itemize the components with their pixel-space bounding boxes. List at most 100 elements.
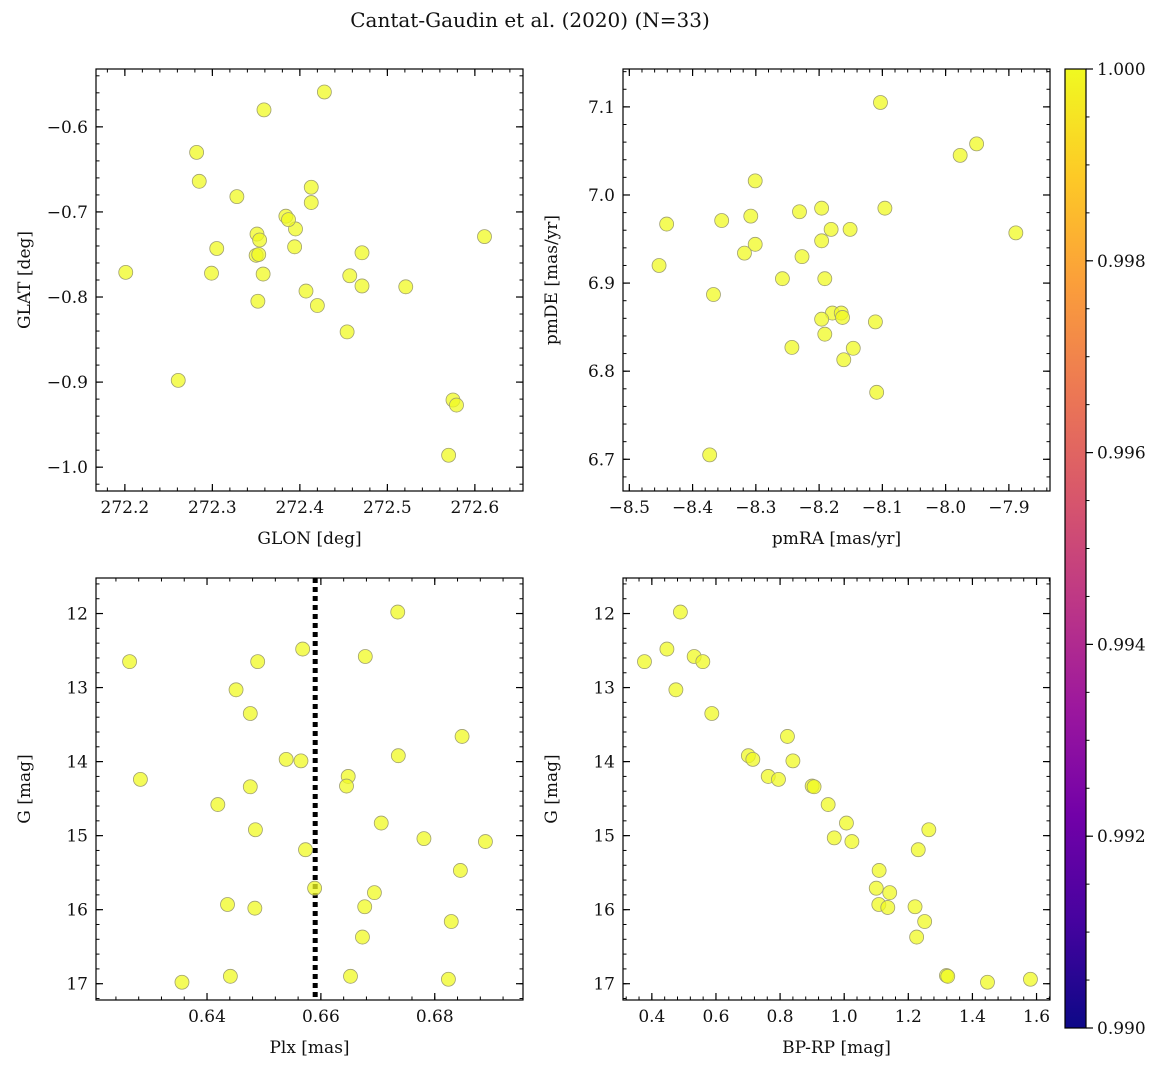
y-tick-label: −0.6 <box>47 118 88 138</box>
colorbar-gradient <box>1065 69 1086 1028</box>
data-point <box>303 179 319 195</box>
data-point <box>191 173 207 189</box>
data-point <box>836 352 852 368</box>
data-point <box>869 384 885 400</box>
data-point <box>917 914 933 929</box>
panel-bprp-g-frame <box>622 577 1051 1001</box>
data-point <box>209 241 225 256</box>
data-point <box>242 706 258 721</box>
data-point <box>835 310 850 325</box>
x-tick-label: 0.6 <box>702 1007 729 1027</box>
colorbar-tick-label: 0.996 <box>1097 444 1146 464</box>
data-point <box>814 233 830 249</box>
data-point <box>298 283 314 299</box>
data-point <box>969 136 985 152</box>
data-point <box>877 200 893 216</box>
y-tick-label: 16 <box>66 901 88 921</box>
x-tick-label: 0.8 <box>767 1007 794 1027</box>
data-point <box>659 641 675 657</box>
colorbar: 0.990 0.992 0.994 0.996 0.998 1.000 <box>1064 60 1146 1039</box>
panel-plx-g: 0.64 0.66 0.68 12 13 14 15 16 17 Plx [mas] G [ma… <box>15 577 524 1058</box>
panel-plx-g-xlabel: Plx [mas] <box>269 1038 349 1058</box>
data-point <box>303 195 319 210</box>
x-tick-label: 272.4 <box>276 498 325 518</box>
data-point <box>390 748 406 764</box>
data-point <box>868 314 883 330</box>
data-point <box>295 641 311 657</box>
panel-glon-glat-xlabel: GLON [deg] <box>257 529 361 549</box>
data-point <box>785 753 801 769</box>
data-point <box>367 885 382 901</box>
data-point <box>695 654 711 670</box>
x-tick-label: 272.5 <box>363 498 412 518</box>
colorbar-tick-label: 0.990 <box>1097 1019 1146 1039</box>
x-tick-label: 1.2 <box>895 1007 922 1027</box>
data-point <box>398 279 414 295</box>
data-point <box>309 298 325 313</box>
colorbar-tick-label: 0.998 <box>1097 252 1146 272</box>
data-point <box>868 880 884 896</box>
panel-glon-glat-ylabel: GLAT [deg] <box>15 231 35 329</box>
panel-pmra-pmde-frame <box>622 68 1051 492</box>
data-point <box>342 268 358 284</box>
data-point <box>706 287 721 302</box>
y-tick-label: 14 <box>66 753 88 773</box>
data-point <box>909 929 925 945</box>
panel-pmra-pmde-points <box>651 95 1024 463</box>
data-point <box>704 706 720 721</box>
data-point <box>775 271 790 287</box>
data-point <box>910 842 926 858</box>
data-point <box>251 247 267 262</box>
data-point <box>477 229 492 245</box>
x-tick-label: −7.9 <box>988 498 1029 518</box>
panel-plx-g-ylabel: G [mag] <box>15 754 35 823</box>
panel-glon-glat: 272.2 272.3 272.4 272.5 272.6 −1.0 −0.9 −0.8 −0.… <box>15 68 524 549</box>
data-point <box>871 863 887 878</box>
data-point <box>806 779 822 795</box>
panel-pmra-pmde-ylabel: pmDE [mas/yr] <box>542 215 562 345</box>
data-point <box>771 771 786 787</box>
data-point <box>817 326 833 342</box>
data-point <box>882 885 898 901</box>
data-point <box>820 797 836 812</box>
x-tick-label: 1.6 <box>1023 1007 1050 1027</box>
data-point <box>907 899 923 915</box>
x-tick-label: 272.6 <box>451 498 500 518</box>
data-point <box>204 265 219 281</box>
data-point <box>220 897 235 912</box>
data-point <box>416 831 432 847</box>
data-point <box>122 654 137 670</box>
panel-plx-g-ticks: 0.64 0.66 0.68 12 13 14 15 16 17 <box>66 578 523 1027</box>
x-tick-label: −8.4 <box>672 498 713 518</box>
data-point <box>210 797 226 812</box>
colorbar-ticks: 0.990 0.992 0.994 0.996 0.998 1.000 <box>1086 60 1146 1039</box>
y-tick-label: 17 <box>66 975 88 995</box>
data-point <box>118 264 134 280</box>
data-point <box>222 968 238 984</box>
colorbar-tick-label: 1.000 <box>1097 60 1146 80</box>
data-point <box>354 245 370 261</box>
panel-bprp-g: 0.4 0.6 0.8 1.0 1.2 1.4 1.6 12 13 14 15 16 17 BP-RP … <box>542 577 1051 1058</box>
data-point <box>248 822 263 838</box>
y-tick-label: 12 <box>593 605 615 625</box>
data-point <box>247 900 263 916</box>
data-point <box>743 208 759 224</box>
data-point <box>714 213 730 228</box>
panel-glon-glat-ticks: 272.2 272.3 272.4 272.5 272.6 −1.0 −0.9 −0.8 −0.… <box>47 69 523 518</box>
data-point <box>242 779 258 795</box>
data-point <box>443 914 459 929</box>
y-tick-label: 15 <box>593 827 615 847</box>
panel-bprp-g-ticks: 0.4 0.6 0.8 1.0 1.2 1.4 1.6 12 13 14 15 16 17 <box>593 578 1050 1027</box>
data-point <box>441 971 456 987</box>
data-point <box>390 604 406 620</box>
x-tick-label: 0.4 <box>638 1007 665 1027</box>
data-point <box>873 95 888 110</box>
x-tick-label: −8.2 <box>798 498 839 518</box>
data-point <box>844 834 860 849</box>
figure-title: Cantat-Gaudin et al. (2020) (N=33) <box>350 8 710 32</box>
y-tick-label: 6.9 <box>588 274 615 294</box>
data-point <box>307 880 323 896</box>
data-point <box>293 753 309 769</box>
colorbar-tick-label: 0.992 <box>1097 827 1146 847</box>
